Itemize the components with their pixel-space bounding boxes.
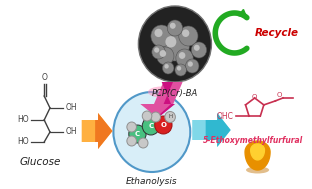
Text: HO: HO — [17, 115, 29, 125]
Circle shape — [177, 66, 181, 71]
Polygon shape — [192, 113, 231, 147]
Ellipse shape — [148, 87, 175, 98]
Text: H: H — [168, 115, 172, 119]
Circle shape — [176, 49, 193, 67]
Circle shape — [160, 31, 189, 61]
Circle shape — [179, 26, 198, 46]
Circle shape — [139, 6, 212, 82]
Text: OHC: OHC — [217, 112, 234, 121]
Text: OH: OH — [65, 128, 77, 136]
Circle shape — [155, 116, 172, 134]
Circle shape — [113, 92, 190, 172]
Circle shape — [165, 36, 176, 47]
Circle shape — [170, 23, 176, 29]
Circle shape — [142, 117, 159, 135]
Circle shape — [186, 59, 199, 73]
Circle shape — [151, 25, 172, 47]
Text: C: C — [135, 131, 140, 137]
Polygon shape — [245, 141, 270, 170]
Circle shape — [165, 112, 175, 122]
Circle shape — [194, 45, 200, 51]
Polygon shape — [82, 113, 112, 149]
Circle shape — [139, 138, 148, 148]
Circle shape — [152, 45, 165, 59]
Ellipse shape — [246, 167, 269, 174]
Circle shape — [167, 20, 183, 36]
Polygon shape — [95, 113, 112, 149]
Text: O: O — [252, 94, 257, 100]
Text: OH: OH — [65, 104, 77, 112]
Circle shape — [160, 50, 166, 57]
Circle shape — [127, 122, 136, 132]
Text: 5-Ethoxymethylfurfural: 5-Ethoxymethylfurfural — [202, 136, 303, 145]
Circle shape — [127, 136, 136, 146]
Text: O: O — [41, 73, 47, 82]
Polygon shape — [140, 82, 183, 118]
Text: Ethanolysis: Ethanolysis — [126, 177, 178, 186]
Circle shape — [151, 112, 160, 122]
Circle shape — [142, 111, 152, 121]
Circle shape — [163, 62, 174, 74]
Text: O: O — [276, 92, 282, 98]
Circle shape — [154, 29, 163, 37]
Circle shape — [164, 64, 169, 69]
Polygon shape — [238, 9, 247, 18]
Polygon shape — [206, 113, 231, 147]
Circle shape — [157, 47, 174, 65]
Circle shape — [154, 47, 159, 53]
Circle shape — [188, 61, 193, 67]
Text: PCP(Cr)-BA: PCP(Cr)-BA — [152, 89, 198, 98]
Text: Glucose: Glucose — [20, 157, 61, 167]
Polygon shape — [251, 144, 265, 160]
Circle shape — [182, 29, 189, 37]
Circle shape — [179, 52, 185, 59]
Text: Recycle: Recycle — [255, 28, 299, 38]
Text: C: C — [148, 123, 154, 129]
Text: HO: HO — [17, 138, 29, 146]
Circle shape — [175, 64, 187, 76]
Circle shape — [191, 42, 207, 58]
Polygon shape — [156, 82, 175, 118]
Circle shape — [129, 125, 146, 143]
Text: O: O — [160, 122, 166, 128]
